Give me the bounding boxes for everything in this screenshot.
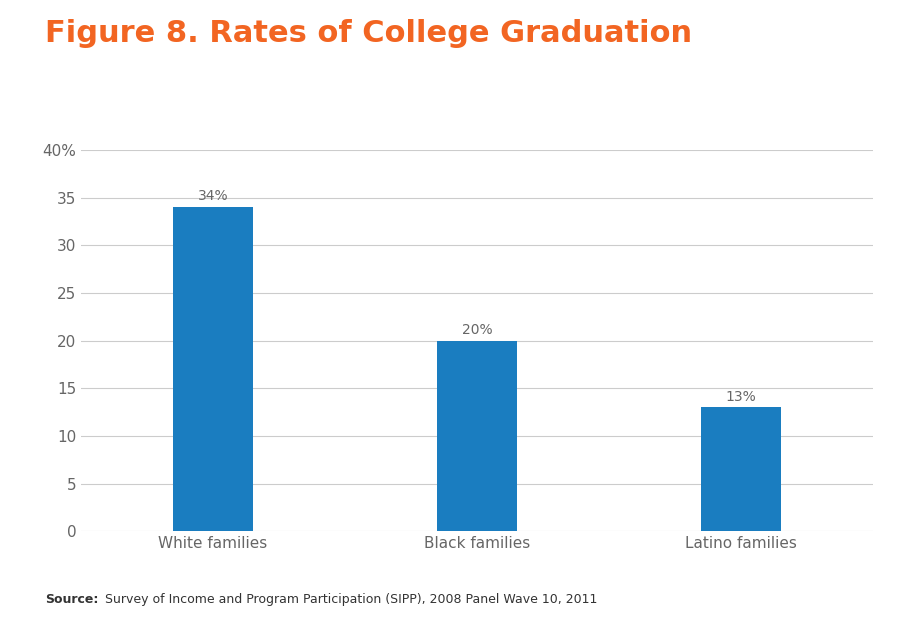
Bar [174, 208, 253, 531]
Text: Survey of Income and Program Participation (SIPP), 2008 Panel Wave 10, 2011: Survey of Income and Program Participati… [101, 593, 598, 606]
Text: 20%: 20% [462, 322, 492, 337]
Bar [437, 341, 517, 531]
Text: Figure 8. Rates of College Graduation: Figure 8. Rates of College Graduation [45, 19, 692, 48]
Text: 13%: 13% [725, 389, 756, 404]
Text: Source:: Source: [45, 593, 98, 606]
Bar [701, 408, 780, 531]
Text: 34%: 34% [198, 189, 229, 203]
